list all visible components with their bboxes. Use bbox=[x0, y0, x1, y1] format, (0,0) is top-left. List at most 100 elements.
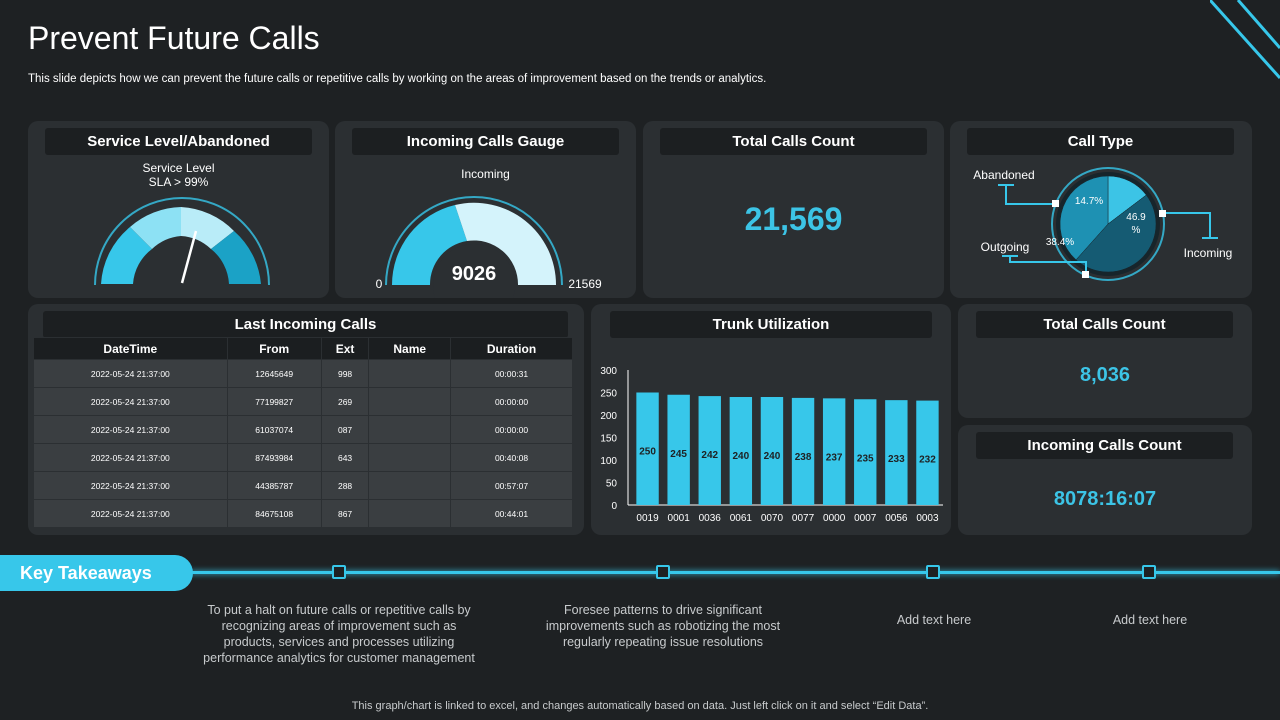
service-level-gauge bbox=[94, 197, 270, 286]
col-from[interactable]: From bbox=[226, 337, 322, 360]
table-row[interactable]: 2022-05-24 21:37:00 44385787 288 00:57:0… bbox=[33, 471, 573, 500]
incoming-label: Incoming bbox=[1183, 246, 1233, 260]
bar[interactable] bbox=[822, 398, 846, 505]
service-level-panel: Service Level/Abandoned Service Level SL… bbox=[28, 121, 329, 298]
y-tick-label: 150 bbox=[600, 434, 617, 445]
pie-slice-incoming[interactable] bbox=[1075, 194, 1157, 273]
bar[interactable] bbox=[854, 399, 877, 505]
cell-from: 87493984 bbox=[226, 443, 322, 472]
bar[interactable] bbox=[636, 392, 659, 506]
cell-duration: 00:57:07 bbox=[450, 471, 573, 500]
cell-ext: 087 bbox=[320, 415, 370, 444]
bar-data-label: 237 bbox=[826, 452, 843, 463]
cell-datetime: 2022-05-24 21:37:00 bbox=[33, 443, 228, 472]
bar[interactable] bbox=[760, 397, 784, 505]
cell-datetime: 2022-05-24 21:37:00 bbox=[33, 387, 228, 416]
cell-from: 84675108 bbox=[226, 499, 322, 528]
page-title: Prevent Future Calls bbox=[28, 20, 320, 56]
incoming-count-value: 8078:16:07 bbox=[1053, 488, 1157, 510]
page-subtitle: This slide depicts how we can prevent th… bbox=[28, 73, 767, 85]
cell-ext: 288 bbox=[320, 471, 370, 500]
bar[interactable] bbox=[885, 400, 908, 505]
col-datetime[interactable]: DateTime bbox=[33, 337, 228, 360]
cell-ext: 643 bbox=[320, 443, 370, 472]
cell-from: 12645649 bbox=[226, 359, 322, 388]
col-ext[interactable]: Ext bbox=[320, 337, 370, 360]
cell-datetime: 2022-05-24 21:37:00 bbox=[33, 499, 228, 528]
bar-data-label: 240 bbox=[733, 451, 750, 462]
incoming-gauge-panel: Incoming Calls Gauge Incoming 9026 0 215… bbox=[335, 121, 636, 298]
timeline-node bbox=[656, 565, 670, 579]
timeline-node bbox=[926, 565, 940, 579]
x-tick-label: 0061 bbox=[730, 513, 753, 524]
takeaway-text-3: Add text here bbox=[896, 613, 972, 627]
cell-name bbox=[368, 443, 452, 472]
call-type-header: Call Type bbox=[967, 128, 1234, 155]
col-duration[interactable]: Duration bbox=[450, 337, 573, 360]
cell-duration: 00:44:01 bbox=[450, 499, 573, 528]
total-calls-header: Total Calls Count bbox=[660, 128, 927, 155]
outgoing-label: Outgoing bbox=[980, 240, 1030, 254]
y-tick-label: 200 bbox=[600, 411, 617, 422]
bar-data-label: 232 bbox=[919, 455, 936, 466]
bar-data-label: 250 bbox=[639, 447, 656, 458]
table-row[interactable]: 2022-05-24 21:37:00 84675108 867 00:44:0… bbox=[33, 499, 573, 528]
call-type-panel: Call Type 14.7% 38.4% 46.9 % Abandoned O… bbox=[950, 121, 1252, 298]
last-calls-table: DateTime From Ext Name Duration 2022-05-… bbox=[33, 337, 573, 528]
bar[interactable] bbox=[698, 396, 721, 505]
takeaway-text-1: To put a halt on future calls or repetit… bbox=[203, 603, 475, 665]
x-tick-label: 0056 bbox=[885, 513, 908, 524]
cell-datetime: 2022-05-24 21:37:00 bbox=[33, 359, 228, 388]
incoming-pct-1: 46.9 bbox=[1126, 212, 1146, 223]
bar[interactable] bbox=[667, 394, 690, 505]
x-tick-label: 0070 bbox=[761, 513, 784, 524]
bar[interactable] bbox=[916, 400, 939, 505]
table-header-row: DateTime From Ext Name Duration bbox=[33, 337, 573, 360]
x-tick-label: 0001 bbox=[668, 513, 691, 524]
cell-name bbox=[368, 499, 452, 528]
last-calls-header: Last Incoming Calls bbox=[43, 311, 568, 338]
incoming-count-panel: Incoming Calls Count 8078:16:07 bbox=[958, 425, 1252, 535]
x-tick-label: 0077 bbox=[792, 513, 815, 524]
bar[interactable] bbox=[791, 397, 815, 505]
takeaways-timeline bbox=[190, 571, 1280, 574]
trunk-panel: Trunk Utilization 0 50 100 150 200 250 300 250 0… bbox=[591, 304, 951, 535]
service-level-label: Service Level SLA > 99% bbox=[142, 161, 215, 189]
timeline-node bbox=[332, 565, 346, 579]
gauge-min: 0 bbox=[375, 277, 383, 291]
pie-slice-outgoing[interactable] bbox=[1059, 175, 1109, 261]
y-tick-label: 50 bbox=[606, 479, 618, 490]
cell-ext: 867 bbox=[320, 499, 370, 528]
incoming-gauge-label: Incoming bbox=[461, 167, 510, 181]
gauge-value: 9026 bbox=[451, 263, 497, 285]
cell-datetime: 2022-05-24 21:37:00 bbox=[33, 415, 228, 444]
table-row[interactable]: 2022-05-24 21:37:00 61037074 087 00:00:0… bbox=[33, 415, 573, 444]
col-name[interactable]: Name bbox=[368, 337, 452, 360]
abandoned-label: Abandoned bbox=[973, 168, 1035, 182]
key-takeaways-label: Key Takeaways bbox=[0, 555, 193, 591]
table-row[interactable]: 2022-05-24 21:37:00 77199827 269 00:00:0… bbox=[33, 387, 573, 416]
cell-duration: 00:00:00 bbox=[450, 415, 573, 444]
bar-data-label: 240 bbox=[764, 451, 781, 462]
x-tick-label: 0019 bbox=[636, 513, 659, 524]
cell-name bbox=[368, 387, 452, 416]
table-row[interactable]: 2022-05-24 21:37:00 12645649 998 00:00:3… bbox=[33, 359, 573, 388]
cell-ext: 998 bbox=[320, 359, 370, 388]
y-tick-label: 0 bbox=[611, 501, 617, 512]
x-tick-label: 0036 bbox=[699, 513, 722, 524]
cell-from: 44385787 bbox=[226, 471, 322, 500]
bar-data-label: 235 bbox=[857, 453, 874, 464]
cell-duration: 00:00:31 bbox=[450, 359, 573, 388]
cell-duration: 00:00:00 bbox=[450, 387, 573, 416]
table-row[interactable]: 2022-05-24 21:37:00 87493984 643 00:40:0… bbox=[33, 443, 573, 472]
cell-name bbox=[368, 471, 452, 500]
outgoing-pct: 38.4% bbox=[1046, 237, 1074, 248]
total-calls-panel: Total Calls Count 21,569 bbox=[643, 121, 944, 298]
cell-from: 61037074 bbox=[226, 415, 322, 444]
cell-datetime: 2022-05-24 21:37:00 bbox=[33, 471, 228, 500]
bar[interactable] bbox=[729, 397, 753, 505]
y-tick-label: 250 bbox=[600, 389, 617, 400]
service-level-header: Service Level/Abandoned bbox=[45, 128, 312, 155]
bar-data-label: 245 bbox=[670, 449, 687, 460]
cell-ext: 269 bbox=[320, 387, 370, 416]
